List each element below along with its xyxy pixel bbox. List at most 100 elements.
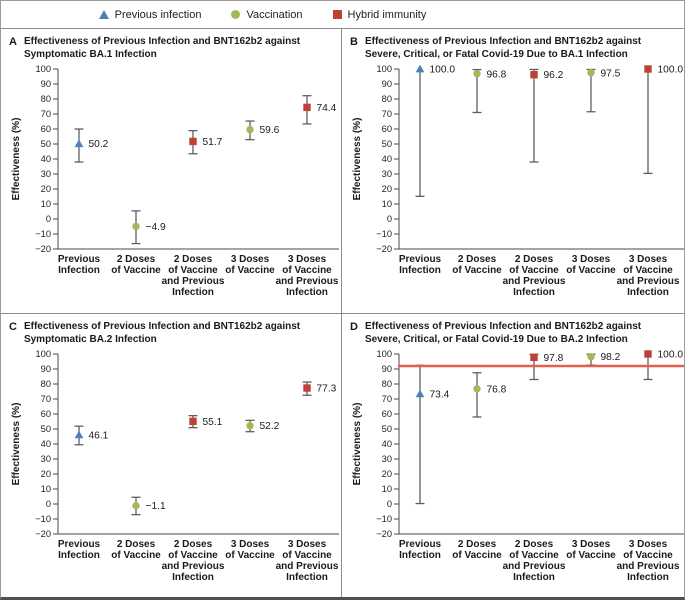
y-tick-label: 80 [382,94,392,104]
y-tick-label: 50 [41,424,51,434]
x-tick-label: 3 Doses [572,539,611,550]
chart-panel-c: 1009080706050403020100−10−20Effectivenes… [11,349,339,583]
y-tick-label: 50 [41,139,51,149]
marker-circle [132,501,140,510]
y-tick-label: 40 [382,154,392,164]
y-tick-label: 10 [41,484,51,494]
y-tick-label: −10 [35,514,51,524]
value-label: 51.7 [203,137,223,148]
y-tick-label: 40 [41,154,51,164]
y-tick-label: 0 [387,499,392,509]
marker-circle [473,70,481,78]
x-tick-label: and Previous [162,561,225,572]
y-axis-label: Effectiveness (%) [352,118,363,201]
marker-triangle [415,64,425,73]
panel-title-text: Effectiveness of Previous Infection and … [364,36,642,60]
x-tick-label: of Vaccine [282,550,332,561]
marker-square [189,417,197,426]
x-tick-label: 3 Doses [288,254,327,265]
x-tick-label: of Vaccine [566,550,616,561]
y-tick-label: 80 [41,94,51,104]
x-tick-label: Infection [399,265,441,276]
value-label: 100.0 [658,350,684,361]
value-label: 97.8 [544,353,564,364]
y-tick-label: 100 [35,349,51,359]
legend: Previous infection Vaccination Hybrid im… [1,1,684,29]
value-label: 55.1 [203,417,223,428]
y-tick-label: 10 [382,199,392,209]
panel-d: D Effectiveness of Previous Infection an… [342,314,684,597]
y-tick-label: 20 [382,469,392,479]
marker-circle [587,69,595,77]
x-tick-label: Infection [627,572,669,583]
panel-grid: A Effectiveness of Previous Infection an… [1,29,684,597]
panel-letter: C [9,321,17,333]
marker-square [530,353,538,361]
value-label: 76.8 [487,384,507,395]
marker-circle [246,125,254,134]
panel-letter: A [9,36,17,48]
y-tick-label: 90 [41,79,51,89]
x-tick-label: 2 Doses [174,539,213,550]
value-label: −1.1 [146,501,166,512]
panel-d-title: D Effectiveness of Previous Infection an… [350,321,684,346]
y-tick-label: −10 [376,514,392,524]
y-tick-label: −10 [376,229,392,239]
panel-letter: B [350,36,358,48]
x-tick-label: of Vaccine [111,550,161,561]
x-tick-label: 2 Doses [117,539,156,550]
y-tick-label: 60 [382,124,392,134]
y-tick-label: 40 [382,439,392,449]
x-tick-label: 2 Doses [458,539,497,550]
x-tick-label: 2 Doses [515,254,554,265]
y-tick-label: 70 [382,394,392,404]
x-tick-label: 3 Doses [231,254,270,265]
panel-title-text: Effectiveness of Previous Infection and … [364,321,642,345]
chart-panel-a: 1009080706050403020100−10−20Effectivenes… [11,64,339,298]
value-label: 100.0 [430,65,456,76]
x-tick-label: 2 Doses [458,254,497,265]
y-tick-label: 100 [376,349,392,359]
y-tick-label: −10 [35,229,51,239]
marker-square [303,384,311,392]
chart-panel-b: 1009080706050403020100−10−20Effectivenes… [352,64,684,298]
y-tick-label: −20 [35,529,51,539]
x-tick-label: 3 Doses [629,254,668,265]
x-tick-label: of Vaccine [225,265,275,276]
x-tick-label: Infection [172,572,214,583]
x-tick-label: and Previous [276,561,339,572]
y-tick-label: 70 [382,109,392,119]
value-label: −4.9 [146,222,166,233]
y-tick-label: 50 [382,424,392,434]
y-tick-label: −20 [376,244,392,254]
panel-c-title: C Effectiveness of Previous Infection an… [9,321,341,346]
x-tick-label: of Vaccine [509,265,559,276]
x-tick-label: and Previous [617,276,680,287]
x-tick-label: of Vaccine [452,265,502,276]
x-tick-label: and Previous [162,276,225,287]
y-axis-label: Effectiveness (%) [11,118,22,201]
y-tick-label: 10 [382,484,392,494]
marker-square [303,103,311,112]
y-tick-label: 70 [41,109,51,119]
y-tick-label: 50 [382,139,392,149]
x-tick-label: Infection [286,287,328,298]
x-tick-label: Previous [58,539,101,550]
x-tick-label: 3 Doses [231,539,270,550]
value-label: 97.5 [601,68,621,79]
value-label: 50.2 [89,139,109,150]
x-tick-label: Infection [58,550,100,561]
y-tick-label: 0 [46,214,51,224]
x-tick-label: of Vaccine [111,265,161,276]
panel-b-title: B Effectiveness of Previous Infection an… [350,36,684,61]
x-tick-label: Infection [58,265,100,276]
marker-triangle [74,430,84,439]
x-tick-label: of Vaccine [623,550,673,561]
chart-panel-d: 1009080706050403020100−10−20Effectivenes… [352,349,684,583]
x-tick-label: 3 Doses [572,254,611,265]
x-tick-label: of Vaccine [225,550,275,561]
marker-square [530,71,538,79]
panel-title-text: Effectiveness of Previous Infection and … [23,321,301,345]
y-tick-label: 30 [41,169,51,179]
x-tick-label: and Previous [503,561,566,572]
